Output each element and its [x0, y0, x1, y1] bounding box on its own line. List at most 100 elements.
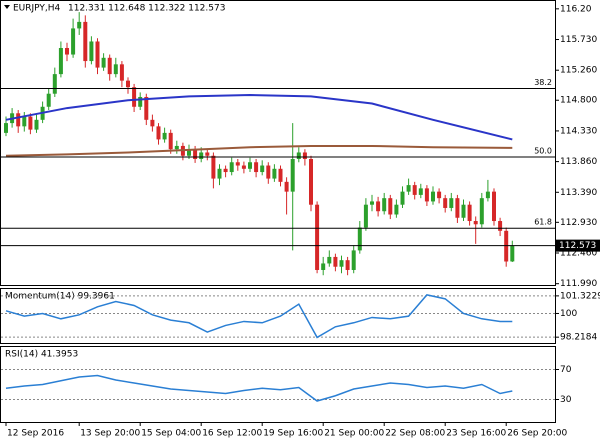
- y-tick-label: 112.460: [560, 249, 597, 259]
- candle-body: [156, 126, 161, 140]
- candle-body: [443, 198, 448, 208]
- candle-body: [83, 21, 88, 62]
- main-pane: [0, 0, 556, 286]
- candle-body: [119, 64, 124, 81]
- candle-body: [284, 181, 289, 192]
- collapse-icon: [4, 5, 10, 9]
- candle-body: [278, 168, 283, 182]
- candle-body: [363, 204, 368, 228]
- candle-body: [424, 188, 429, 202]
- candle-body: [431, 191, 435, 202]
- candle-body: [235, 162, 240, 166]
- candle-body: [382, 198, 387, 212]
- candle-body: [254, 162, 259, 173]
- candle-body: [34, 119, 39, 130]
- candle-body: [479, 198, 484, 225]
- candle-body: [211, 155, 216, 179]
- candle-body: [510, 245, 515, 262]
- x-tick-label: 19 Sep 16:00: [263, 429, 323, 439]
- indicator-line: [5, 374, 513, 402]
- fib-label: 50.0: [534, 147, 552, 156]
- candle-body: [174, 145, 179, 150]
- x-tick-label: 22 Sep 08:00: [385, 429, 445, 439]
- candle-body: [406, 185, 411, 192]
- indicator-line: [5, 294, 513, 339]
- candle-body: [400, 191, 405, 205]
- candle-body: [52, 74, 57, 94]
- candle-body: [193, 149, 198, 159]
- candle-body: [309, 158, 313, 205]
- candle-body: [138, 96, 143, 107]
- candle-body: [144, 96, 149, 120]
- candle-body: [223, 168, 228, 173]
- y-tick-label: 30: [560, 395, 572, 405]
- x-tick-label: 12 Sep 2016: [7, 429, 64, 439]
- chart-title: EURJPY,H4: [13, 4, 61, 14]
- candle-body: [150, 119, 155, 127]
- moving-average: [5, 144, 513, 157]
- y-tick-label: 112.930: [560, 218, 597, 228]
- candle-body: [412, 185, 417, 195]
- y-tick-label: 114.330: [560, 126, 597, 136]
- candle-body: [260, 165, 265, 173]
- candle-body: [467, 204, 472, 222]
- y-tick-label: 111.990: [560, 279, 597, 289]
- candle-body: [461, 204, 466, 218]
- candle-body: [229, 162, 234, 173]
- rsi-pane: [0, 346, 556, 423]
- candle-body: [132, 87, 137, 107]
- candle-body: [77, 21, 82, 29]
- candle-body: [107, 57, 112, 75]
- ohlc-text: 112.331 112.648 112.322 112.573: [68, 4, 225, 14]
- candle-body: [315, 204, 320, 270]
- candle-body: [205, 152, 210, 156]
- candle-body: [266, 165, 271, 179]
- candle-body: [113, 64, 118, 75]
- rsi-title: RSI(14) 41.3953: [5, 350, 78, 360]
- y-tick-label: 101.3229: [560, 291, 600, 301]
- candle-body: [168, 132, 173, 150]
- candle-body: [22, 116, 27, 127]
- candle-body: [241, 165, 246, 169]
- x-tick-label: 15 Sep 04:00: [141, 429, 201, 439]
- x-tick-label: 13 Sep 20:00: [80, 429, 140, 439]
- candle-body: [248, 162, 252, 169]
- candle-body: [345, 260, 350, 270]
- y-tick-label: 98.2184: [560, 333, 597, 343]
- candle-body: [71, 28, 76, 55]
- candle-body: [357, 227, 362, 251]
- momentum-title: Momentum(14) 99.3961: [5, 292, 115, 302]
- candle-body: [333, 256, 338, 267]
- y-tick-label: 70: [560, 365, 572, 375]
- candle-body: [388, 198, 393, 215]
- y-tick-label: 113.390: [560, 188, 597, 198]
- candle-body: [162, 132, 167, 140]
- candle-body: [16, 113, 21, 127]
- candle-body: [492, 191, 496, 222]
- candle-body: [101, 57, 106, 68]
- candle-body: [485, 191, 490, 199]
- y-tick-label: 113.860: [560, 157, 597, 167]
- candle-body: [339, 260, 344, 267]
- candle-body: [437, 191, 442, 199]
- y-tick-label: 115.260: [560, 66, 597, 76]
- candle-body: [473, 221, 478, 225]
- y-tick-label: 114.800: [560, 96, 597, 106]
- x-tick-label: 21 Sep 00:00: [324, 429, 384, 439]
- candle-body: [455, 198, 460, 218]
- x-tick-label: 16 Sep 12:00: [202, 429, 262, 439]
- candle-body: [58, 48, 63, 75]
- candle-body: [217, 168, 222, 179]
- candle-body: [272, 168, 277, 179]
- candle-body: [126, 80, 130, 88]
- moving-average: [5, 94, 513, 141]
- candle-body: [46, 93, 51, 107]
- candle-body: [351, 250, 356, 270]
- candle-body: [302, 152, 307, 159]
- candle-body: [296, 152, 301, 159]
- candle-body: [504, 230, 509, 262]
- candle-body: [370, 201, 374, 205]
- candle-body: [321, 263, 326, 270]
- y-tick-label: 100: [560, 309, 577, 319]
